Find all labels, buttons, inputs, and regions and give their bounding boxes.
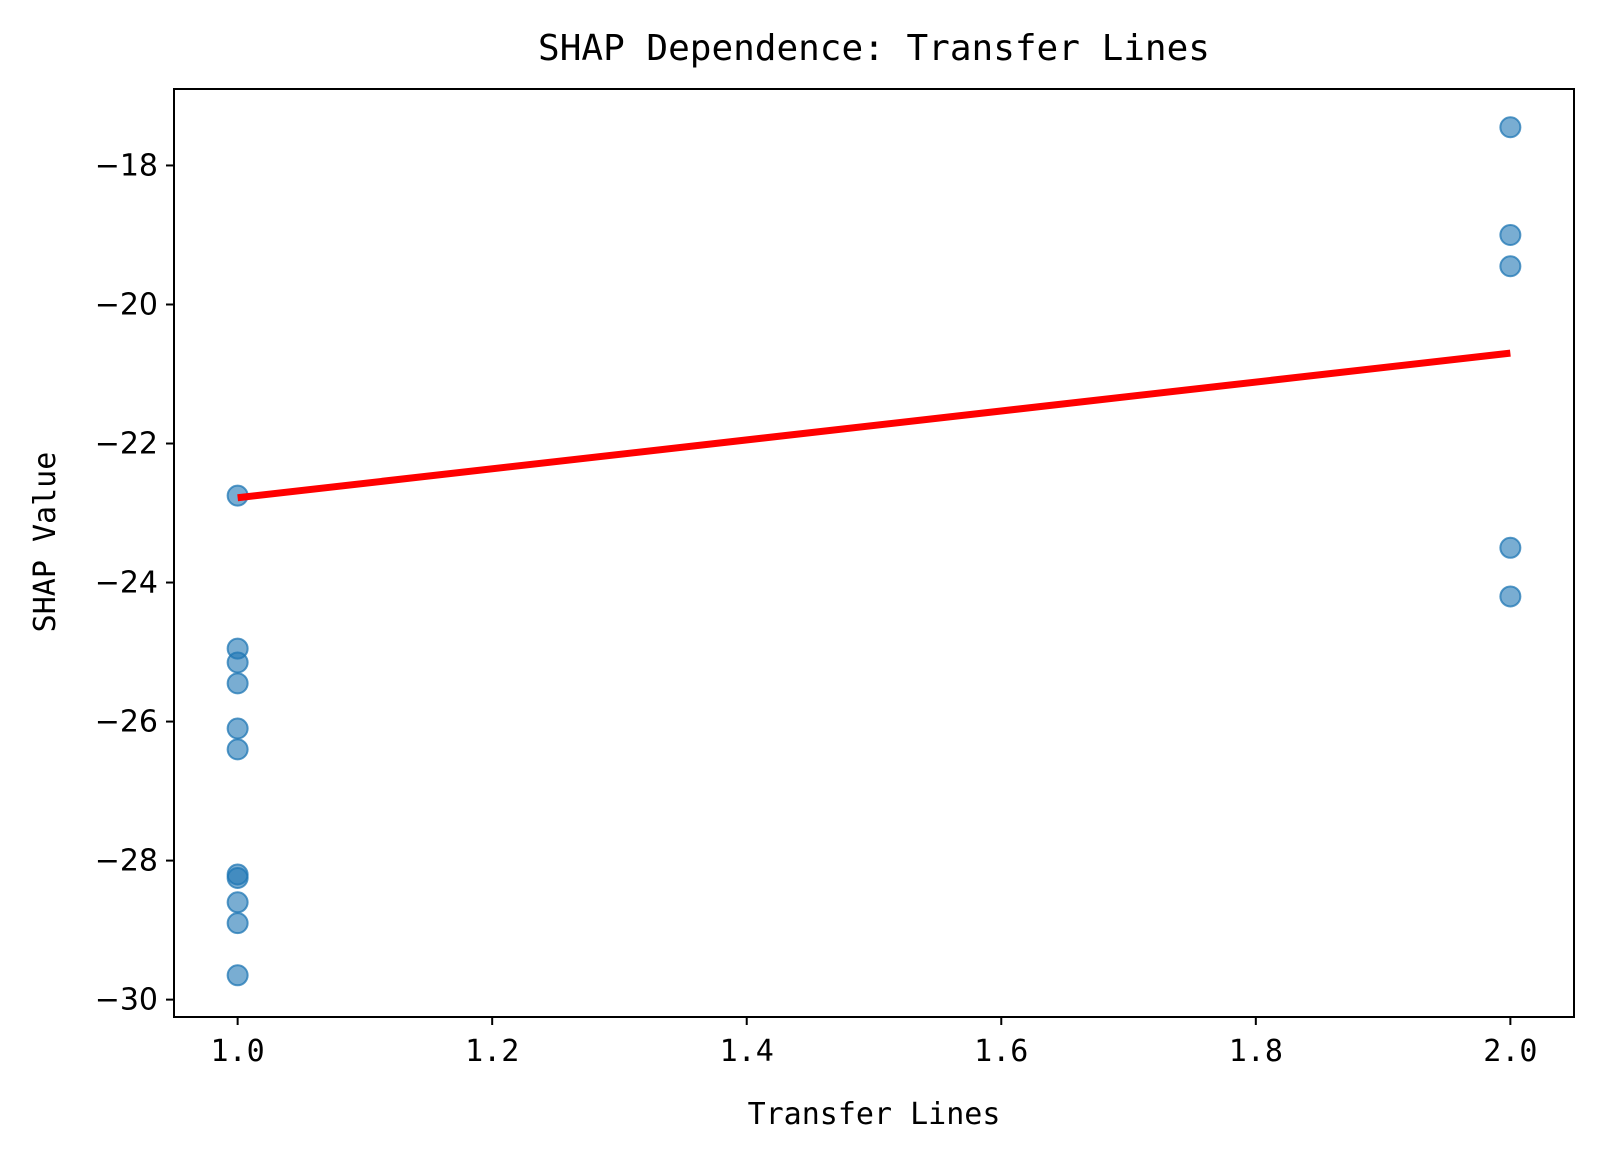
x-tick-label: 1.6 <box>974 1034 1028 1069</box>
scatter-point <box>226 717 249 740</box>
plot-area-frame <box>173 88 1575 1018</box>
scatter-point <box>1499 116 1522 139</box>
y-tick-label: −24 <box>95 566 158 601</box>
x-tick-label: 1.8 <box>1229 1034 1283 1069</box>
y-axis-ticks: −30 −28 −26 −24 −22 −20 −18 <box>95 148 174 1018</box>
scatter-point <box>1499 536 1522 559</box>
x-tick-label: 2.0 <box>1483 1034 1537 1069</box>
scatter-point <box>226 651 249 674</box>
y-tick-label: −20 <box>95 287 158 322</box>
x-axis-ticks: 1.0 1.2 1.4 1.6 1.8 2.0 <box>211 1017 1537 1069</box>
trend-line <box>237 349 1511 502</box>
scatter-point <box>1499 585 1522 608</box>
scatter-series <box>226 116 1522 987</box>
scatter-point <box>1499 223 1522 246</box>
y-tick-label: −18 <box>95 148 158 183</box>
x-tick-label: 1.4 <box>720 1034 774 1069</box>
scatter-point <box>226 866 249 889</box>
y-tick-label: −26 <box>95 705 158 740</box>
trend-line-series <box>237 349 1511 502</box>
chart-title: SHAP Dependence: Transfer Lines <box>538 28 1210 69</box>
x-tick-label: 1.2 <box>465 1034 519 1069</box>
x-tick-label: 1.0 <box>211 1034 265 1069</box>
scatter-point <box>226 738 249 761</box>
scatter-point <box>226 891 249 914</box>
y-tick-label: −30 <box>95 983 158 1018</box>
scatter-point <box>226 964 249 987</box>
scatter-point <box>226 912 249 935</box>
x-axis-label: Transfer Lines <box>748 1097 1001 1132</box>
scatter-point <box>226 672 249 695</box>
y-axis-label: SHAP Value <box>28 452 63 633</box>
y-tick-label: −22 <box>95 427 158 462</box>
y-tick-label: −28 <box>95 844 158 879</box>
scatter-point <box>1499 255 1522 278</box>
